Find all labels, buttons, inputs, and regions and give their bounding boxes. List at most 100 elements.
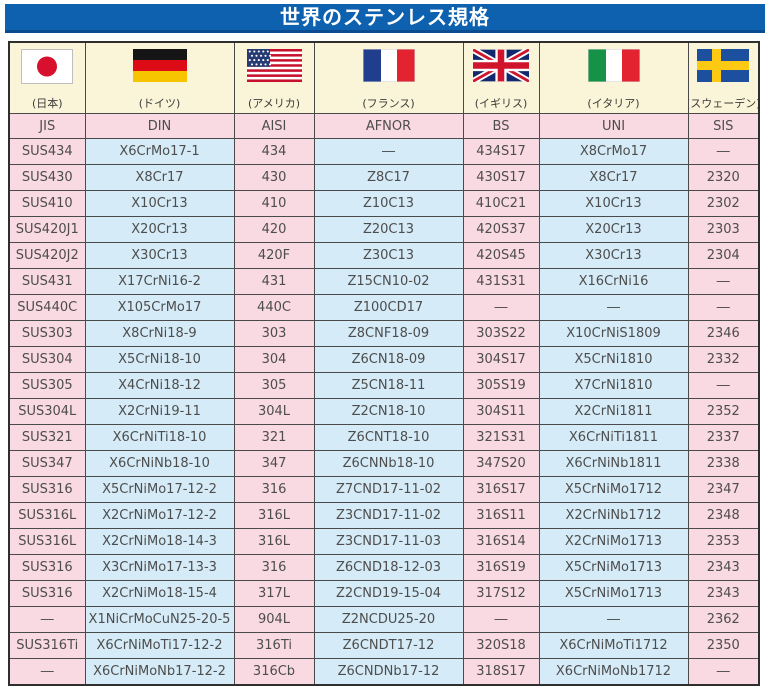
flag-cell-france: (フランス) bbox=[313, 41, 464, 114]
cell-uni: X6CrNiMoTi1712 bbox=[538, 632, 689, 659]
cell-afnor: Z5CN18-11 bbox=[313, 372, 464, 399]
cell-uni: ― bbox=[538, 606, 689, 633]
table-row: SUS440C X105CrMo17 440C Z100CD17 ― ― ― bbox=[8, 294, 760, 321]
cell-din: X2CrNiMo18-15-4 bbox=[84, 580, 235, 607]
cell-aisi: 317L bbox=[233, 580, 315, 607]
cell-bs: 318S17 bbox=[462, 658, 540, 686]
flag-row: (日本) (ドイツ) (アメリカ) (フランス) (イギリス) (イタリア) (スウェーデン… bbox=[8, 41, 760, 114]
cell-bs: 304S17 bbox=[462, 346, 540, 373]
cell-uni: X6CrNiTi1811 bbox=[538, 424, 689, 451]
cell-aisi: 304L bbox=[233, 398, 315, 425]
cell-sis: 2302 bbox=[687, 190, 760, 217]
country-label: (イタリア) bbox=[587, 97, 640, 110]
cell-uni: X10CrNiS1809 bbox=[538, 320, 689, 347]
table-row: SUS347 X6CrNiNb18-10 347 Z6CNNb18-10 347S20 X… bbox=[8, 450, 760, 477]
germany-flag-icon bbox=[132, 49, 187, 82]
cell-din: X8Cr17 bbox=[84, 164, 235, 191]
cell-din: X2CrNiMo18-14-3 bbox=[84, 528, 235, 555]
flag-cell-sweden: (スウェーデン) bbox=[687, 41, 760, 114]
cell-din: X105CrMo17 bbox=[84, 294, 235, 321]
japan-flag-icon bbox=[21, 49, 74, 84]
cell-din: X6CrMo17-1 bbox=[84, 138, 235, 165]
cell-din: X1NiCrMoCuN25-20-5 bbox=[84, 606, 235, 633]
cell-din: X10Cr13 bbox=[84, 190, 235, 217]
cell-aisi: 431 bbox=[233, 268, 315, 295]
table-row: SUS430 X8Cr17 430 Z8C17 430S17 X8Cr17 2320 bbox=[8, 164, 760, 191]
cell-jis: SUS321 bbox=[8, 424, 86, 451]
cell-sis: 2338 bbox=[687, 450, 760, 477]
cell-uni: X5CrNiMo1713 bbox=[538, 554, 689, 581]
cell-afnor: Z100CD17 bbox=[313, 294, 464, 321]
standard-code-aisi: AISI bbox=[233, 113, 315, 139]
flag-cell-usa: (アメリカ) bbox=[233, 41, 315, 114]
table-row: SUS316Ti X6CrNiMoTi17-12-2 316Ti Z6CNDT17-1… bbox=[8, 632, 760, 659]
standard-code-uni: UNI bbox=[538, 113, 689, 139]
table-row: SUS434 X6CrMo17-1 434 ― 434S17 X8CrMo17 ― bbox=[8, 138, 760, 165]
cell-aisi: 420F bbox=[233, 242, 315, 269]
cell-din: X6CrNiMoTi17-12-2 bbox=[84, 632, 235, 659]
cell-sis: ― bbox=[687, 372, 760, 399]
cell-din: X5CrNiMo17-12-2 bbox=[84, 476, 235, 503]
cell-afnor: Z10C13 bbox=[313, 190, 464, 217]
cell-uni: X5CrNiMo1713 bbox=[538, 580, 689, 607]
cell-jis: SUS316 bbox=[8, 580, 86, 607]
page-title: 世界のステンレス規格 bbox=[5, 4, 765, 33]
cell-jis: SUS347 bbox=[8, 450, 86, 477]
cell-bs: 305S19 bbox=[462, 372, 540, 399]
cell-jis: SUS440C bbox=[8, 294, 86, 321]
country-label: (日本) bbox=[31, 97, 63, 110]
flag-cell-japan: (日本) bbox=[8, 41, 86, 114]
cell-sis: 2337 bbox=[687, 424, 760, 451]
country-label: (イギリス) bbox=[474, 97, 528, 110]
table-row: SUS410 X10Cr13 410 Z10C13 410C21 X10Cr13 2302 bbox=[8, 190, 760, 217]
cell-sis: 2348 bbox=[687, 502, 760, 529]
table-row: SUS304 X5CrNi18-10 304 Z6CN18-09 304S17 X5CrN… bbox=[8, 346, 760, 373]
cell-din: X8CrNi18-9 bbox=[84, 320, 235, 347]
sweden-flag-icon bbox=[697, 49, 750, 82]
cell-jis: SUS316 bbox=[8, 476, 86, 503]
cell-afnor: Z2CND19-15-04 bbox=[313, 580, 464, 607]
cell-din: X6CrNiTi18-10 bbox=[84, 424, 235, 451]
cell-uni: X8Cr17 bbox=[538, 164, 689, 191]
cell-bs: 347S20 bbox=[462, 450, 540, 477]
cell-aisi: 316Ti bbox=[233, 632, 315, 659]
cell-aisi: 304 bbox=[233, 346, 315, 373]
cell-uni: ― bbox=[538, 294, 689, 321]
standard-code-sis: SIS bbox=[687, 113, 760, 139]
cell-jis: SUS430 bbox=[8, 164, 86, 191]
uk-flag-icon bbox=[471, 46, 531, 85]
cell-uni: X20Cr13 bbox=[538, 216, 689, 243]
cell-jis: SUS304L bbox=[8, 398, 86, 425]
standard-code-din: DIN bbox=[84, 113, 235, 139]
table-row: SUS420J1 X20Cr13 420 Z20C13 420S37 X20Cr13 230… bbox=[8, 216, 760, 243]
table-row: SUS420J2 X30Cr13 420F Z30C13 420S45 X30Cr13 23… bbox=[8, 242, 760, 269]
cell-jis: SUS305 bbox=[8, 372, 86, 399]
cell-aisi: 316 bbox=[233, 476, 315, 503]
cell-aisi: 420 bbox=[233, 216, 315, 243]
table-row: SUS303 X8CrNi18-9 303 Z8CNF18-09 303S22 X10Cr… bbox=[8, 320, 760, 347]
table-row: SUS316L X2CrNiMo18-14-3 316L Z3CND17-11-03 3… bbox=[8, 528, 760, 555]
cell-sis: 2303 bbox=[687, 216, 760, 243]
country-label: (フランス) bbox=[362, 97, 415, 110]
cell-sis: ― bbox=[687, 138, 760, 165]
flag-cell-germany: (ドイツ) bbox=[84, 41, 235, 114]
cell-afnor: Z8C17 bbox=[313, 164, 464, 191]
cell-afnor: Z6CND18-12-03 bbox=[313, 554, 464, 581]
cell-uni: X2CrNiNb1712 bbox=[538, 502, 689, 529]
cell-din: X6CrNiMoNb17-12-2 bbox=[84, 658, 235, 686]
cell-bs: ― bbox=[462, 294, 540, 321]
country-label: (アメリカ) bbox=[247, 97, 301, 110]
cell-aisi: 347 bbox=[233, 450, 315, 477]
cell-jis: SUS410 bbox=[8, 190, 86, 217]
flag-cell-italy: (イタリア) bbox=[538, 41, 689, 114]
usa-flag-icon bbox=[246, 49, 302, 83]
cell-sis: 2353 bbox=[687, 528, 760, 555]
flag-cell-uk: (イギリス) bbox=[462, 41, 540, 114]
table-row: SUS316L X2CrNiMo17-12-2 316L Z3CND17-11-02 3… bbox=[8, 502, 760, 529]
cell-jis: SUS420J2 bbox=[8, 242, 86, 269]
cell-din: X5CrNi18-10 bbox=[84, 346, 235, 373]
standard-code-jis: JIS bbox=[8, 113, 86, 139]
cell-sis: 2362 bbox=[687, 606, 760, 633]
cell-jis: SUS316Ti bbox=[8, 632, 86, 659]
cell-afnor: Z3CND17-11-02 bbox=[313, 502, 464, 529]
